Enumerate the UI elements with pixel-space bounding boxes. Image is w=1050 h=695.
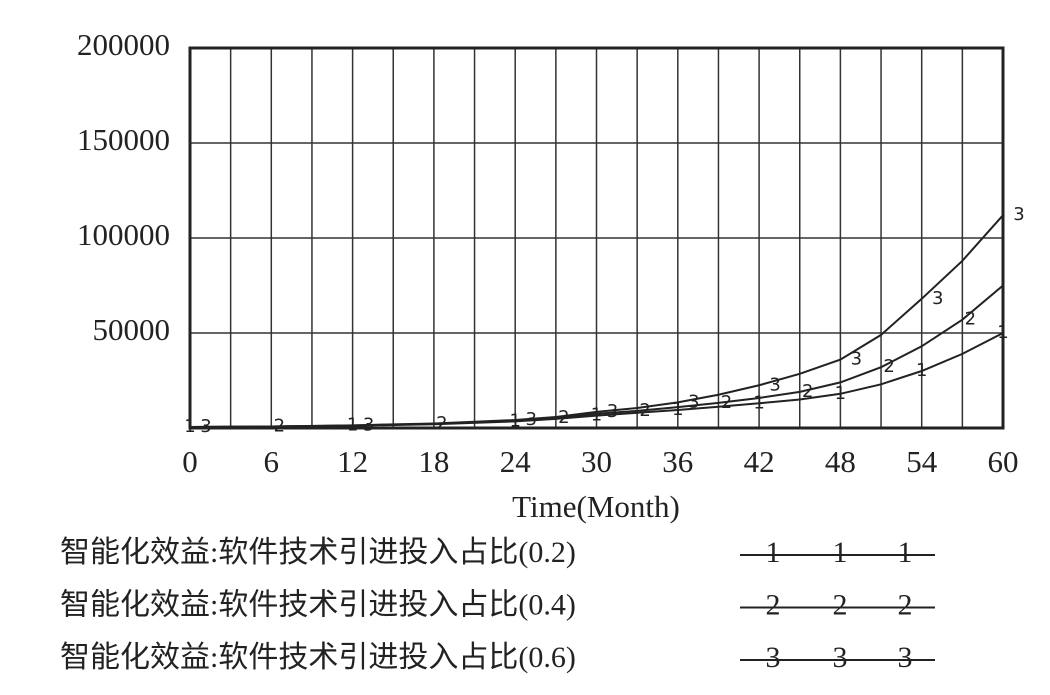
y-tick-label: 50000: [93, 312, 171, 347]
series-marker: 1: [916, 360, 927, 381]
y-tick-label: 150000: [77, 122, 170, 157]
series-marker: 3: [769, 374, 780, 395]
series-marker: 1: [753, 392, 764, 413]
series-marker: 1: [672, 399, 683, 420]
x-tick-label: 6: [264, 444, 280, 479]
x-tick-label: 0: [182, 444, 198, 479]
legend-marker: 3: [766, 641, 781, 674]
x-tick-label: 30: [581, 444, 612, 479]
legend-marker: 1: [833, 536, 848, 569]
series-marker: 3: [1013, 204, 1024, 225]
legend-marker: 3: [898, 641, 913, 674]
legend-marker: 2: [898, 588, 913, 621]
series-marker: 2: [558, 407, 569, 428]
x-tick-label: 18: [418, 444, 449, 479]
series-marker: 3: [525, 409, 536, 430]
x-tick-label: 42: [744, 444, 775, 479]
series-marker: 3: [200, 416, 211, 437]
series-marker: 1: [997, 322, 1008, 343]
series-marker: 3: [932, 288, 943, 309]
series-marker: 3: [851, 349, 862, 370]
legend-marker: 2: [766, 588, 781, 621]
x-tick-label: 36: [662, 444, 693, 479]
series-marker: 3: [363, 414, 374, 435]
legend-label: 智能化效益:软件技术引进投入占比(0.6): [60, 641, 576, 674]
series-line: [189, 214, 1004, 429]
legend-label: 智能化效益:软件技术引进投入占比(0.4): [60, 588, 576, 621]
series-marker: 2: [802, 381, 813, 402]
legend-marker: 1: [766, 536, 781, 569]
plot-frame: [188, 46, 1005, 430]
x-tick-label: 24: [500, 444, 532, 479]
legend-marker: 1: [898, 536, 913, 569]
series-marker: 2: [639, 400, 650, 421]
series-marker: 1: [591, 405, 602, 426]
series-marker: 3: [688, 391, 699, 412]
series-marker: 2: [965, 309, 976, 330]
legend-label: 智能化效益:软件技术引进投入占比(0.2): [60, 536, 576, 569]
series-marker: 2: [883, 356, 894, 377]
series-marker: 1: [835, 383, 846, 404]
series-marker: 2: [721, 392, 732, 413]
series-marker: 3: [607, 401, 618, 422]
y-tick-label: 100000: [77, 217, 170, 252]
x-tick-label: 60: [988, 444, 1019, 479]
x-tick-label: 54: [906, 444, 938, 479]
x-tick-label: 48: [825, 444, 856, 479]
x-axis-label: Time(Month): [512, 489, 680, 524]
legend-marker: 2: [833, 588, 848, 621]
legend-marker: 3: [833, 641, 848, 674]
x-tick-label: 12: [337, 444, 368, 479]
y-tick-label: 200000: [77, 27, 170, 62]
